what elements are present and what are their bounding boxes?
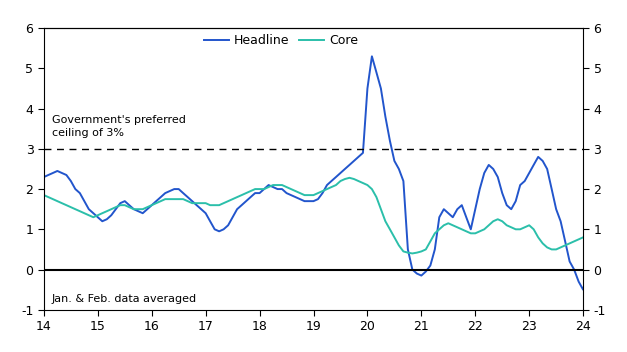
- Core: [575, 237, 582, 241]
- Line: Headline: Headline: [44, 56, 587, 290]
- Headline: [579, 288, 587, 292]
- Line: Core: Core: [44, 178, 587, 253]
- Headline: [584, 271, 591, 276]
- Legend: Headline, Core: Headline, Core: [204, 34, 359, 48]
- Core: [584, 237, 591, 241]
- Text: Jan. & Feb. data averaged: Jan. & Feb. data averaged: [52, 294, 197, 304]
- Core: [552, 247, 560, 252]
- Headline: [337, 171, 344, 175]
- Headline: [216, 229, 223, 233]
- Core: [166, 197, 174, 201]
- Core: [391, 235, 398, 239]
- Headline: [368, 54, 376, 58]
- Headline: [40, 175, 48, 179]
- Core: [337, 179, 344, 183]
- Text: Government's preferred
ceiling of 3%: Government's preferred ceiling of 3%: [52, 115, 186, 138]
- Core: [40, 193, 48, 197]
- Core: [345, 176, 353, 180]
- Headline: [548, 187, 556, 191]
- Core: [409, 251, 416, 256]
- Headline: [391, 159, 398, 163]
- Headline: [166, 189, 174, 193]
- Core: [216, 203, 223, 207]
- Headline: [571, 268, 578, 272]
